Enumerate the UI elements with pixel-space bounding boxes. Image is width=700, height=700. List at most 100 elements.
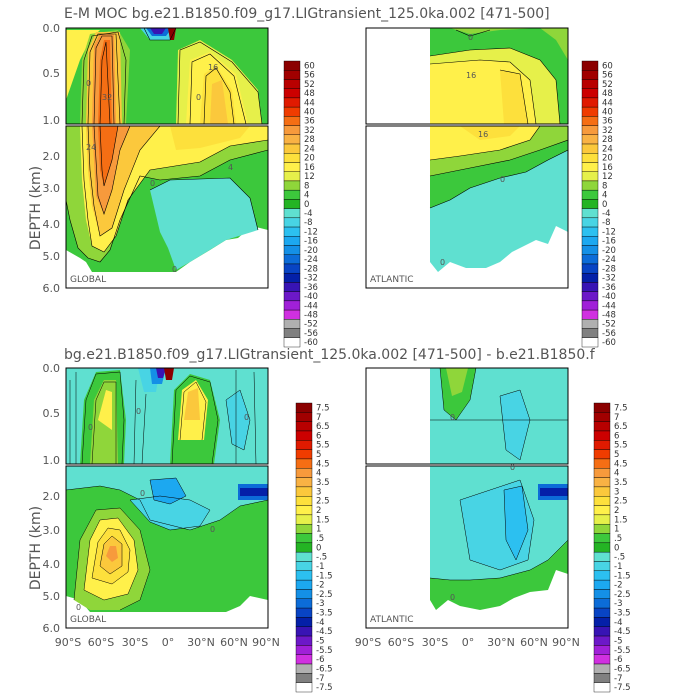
colorbar-label: 52 [304,80,315,90]
colorbar-label: 7.5 [316,403,330,413]
colorbar-label: -4.5 [614,627,631,637]
colorbar-label: 4 [614,469,619,479]
colorbar-label: 24 [304,144,315,154]
colorbar-label: 2.5 [316,497,330,507]
colorbar-swatch [593,607,611,618]
panel-top-atlantic: ATLANTIC 16 16 0 0 0 [365,27,569,289]
colorbar-swatch [295,607,313,618]
colorbar-swatch [295,682,313,693]
colorbar-label: 3.5 [614,478,628,488]
colorbar-label: 28 [304,135,315,145]
colorbar-label: 0 [304,200,309,210]
colorbar-label: -2.5 [614,590,631,600]
colorbar-swatch [295,477,313,488]
colorbar-label: -5 [614,637,622,647]
bottom-atlantic-region-label: ATLANTIC [370,615,414,625]
colorbar-swatch [593,645,611,655]
y-tick-label: 2.0 [43,490,61,503]
colorbar-swatch [593,421,611,432]
bottom-global-y-ticks: 0.0 0.5 1.0 2.0 3.0 4.0 5.0 6.0 [43,362,61,635]
top-global-region-label: GLOBAL [70,275,106,285]
colorbar-swatch [593,542,611,553]
y-tick-label: 3.0 [43,182,61,195]
colorbar-label: -16 [602,237,616,247]
colorbar-label: -1.5 [614,571,631,581]
colorbar-label: -40 [304,292,318,302]
colorbar-swatch [295,626,313,637]
top-global-contour-label: 32 [102,93,112,102]
colorbar-label: -.5 [614,553,625,563]
colorbar-swatch [593,514,611,525]
colorbar-label: -1 [316,562,324,572]
colorbar-swatch [283,263,301,274]
colorbar-swatch [295,421,313,432]
bottom-global-upper-field [66,368,268,464]
bottom-atlantic-x-ticks: 90°S 60°S 30°S 0° 30°N 60°N 90°N [355,636,580,649]
top-atlantic-lower-field [366,126,568,288]
colorbar-label: 3 [614,487,619,497]
y-tick-label: 4.0 [43,218,61,231]
bottom-atlantic-contour-label: 0 [450,593,455,602]
colorbar-label: -.5 [316,553,327,563]
colorbar-label: 32 [602,126,613,136]
colorbar-swatch [593,589,611,599]
top-global-contour-label: 0 [196,93,201,102]
colorbar-label: .5 [614,534,622,544]
colorbar-label: -20 [304,246,318,256]
colorbar-label: 28 [602,135,613,145]
colorbar-label: 56 [304,71,315,81]
colorbar-label: 0 [316,543,321,553]
colorbar-label: -1.5 [316,571,333,581]
colorbar-swatch [283,328,301,338]
top-global-contour-label: 0 [150,179,155,188]
colorbar-swatch [581,272,599,283]
top-global-y-ticks: 0.0 0.5 1.0 2.0 3.0 4.0 5.0 6.0 [43,22,61,295]
colorbar-swatch [283,300,301,311]
colorbar-label: -12 [304,227,318,237]
colorbar-swatch [283,291,301,302]
colorbar-swatch [283,319,301,329]
colorbar-swatch [593,551,611,562]
top-atlantic-region-label: ATLANTIC [370,275,414,285]
colorbar-label: 5.5 [614,441,628,451]
colorbar-swatch [283,254,301,265]
colorbar-swatch [581,180,599,191]
top-global-lower-field [66,126,268,288]
y-tick-label: 0.0 [43,22,61,35]
colorbar-label: -7 [316,674,324,684]
colorbar-swatch [581,282,599,292]
colorbar-swatch [581,217,599,228]
colorbar-swatch [283,180,301,191]
y-tick-label: 6.0 [43,622,61,635]
colorbar-swatch [593,561,611,572]
colorbar-label: 36 [304,117,315,127]
top-global-contour-label: 0 [172,265,177,274]
x-tick-label: 90°N [252,636,280,649]
colorbar-label: 3 [316,487,321,497]
colorbar-label: -6 [614,655,622,665]
top-global-contour-label: 24 [86,143,96,152]
colorbar-top-global: 60565248444036322824201612840-4-8-12-16-… [283,60,318,348]
colorbar-label: 1.5 [614,515,628,525]
y-tick-label: 5.0 [43,590,61,603]
bottom-global-contour-label: 0 [76,603,81,612]
colorbar-label: -4 [316,618,324,628]
colorbar-swatch [581,337,599,348]
colorbar-swatch [581,79,599,89]
colorbar-label: -44 [602,301,616,311]
colorbar-swatch [283,208,301,219]
colorbar-label: -8 [602,218,610,228]
colorbar-swatch [581,236,599,246]
top-global-contour-label: 0 [86,79,91,88]
y-tick-label: 1.0 [43,454,61,467]
colorbar-label: -44 [304,301,318,311]
x-tick-label: 60°N [220,636,248,649]
top-atlantic-contour-label: 0 [500,175,505,184]
x-tick-label: 0° [462,636,475,649]
colorbar-swatch [295,542,313,553]
bottom-global-contour-label: 0 [210,525,215,534]
colorbar-label: 4 [304,191,309,201]
colorbar-label: -16 [304,237,318,247]
colorbar-label: 12 [602,172,613,182]
